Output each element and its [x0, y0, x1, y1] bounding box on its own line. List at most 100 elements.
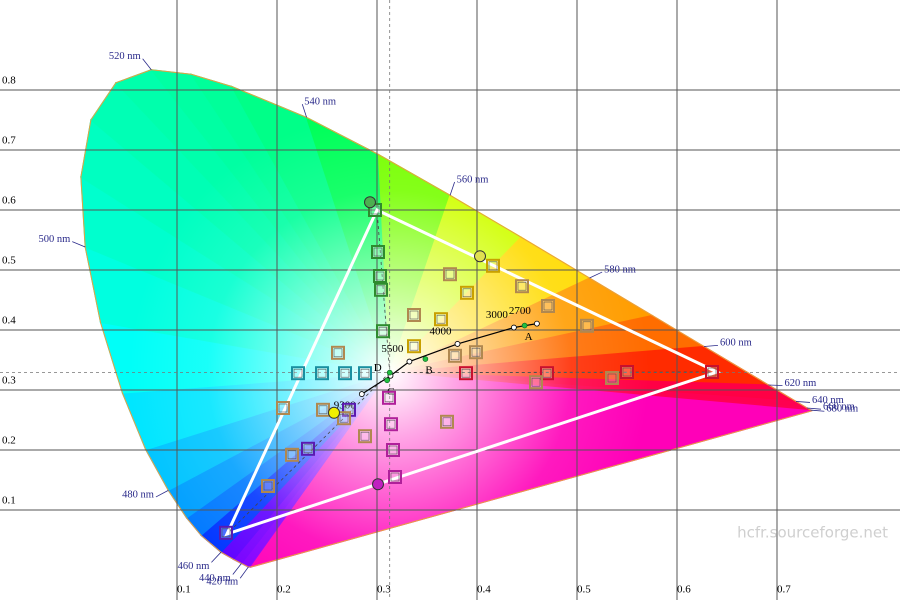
- measurement-inner: [409, 341, 419, 351]
- measurement-point: [460, 285, 474, 300]
- measurement-point: [541, 299, 555, 313]
- measurement-point: [515, 279, 529, 294]
- measurement-inner: [531, 377, 541, 387]
- y-tick-label: 0.4: [2, 315, 16, 327]
- watermark: hcfr.sourceforge.net: [737, 524, 888, 542]
- illuminant-point: [386, 369, 393, 376]
- measurement-point: [371, 245, 385, 259]
- measurement-inner: [461, 368, 471, 378]
- wavelength-label: 480 nm: [122, 489, 154, 500]
- x-tick-label: 0.4: [477, 584, 491, 596]
- measurement-inner: [517, 281, 527, 291]
- measurement-inner: [622, 367, 632, 377]
- x-tick-label: 0.5: [577, 584, 591, 596]
- wavelength-tick: [589, 271, 603, 279]
- cct-point: [406, 358, 413, 365]
- y-tick-label: 0.6: [2, 195, 16, 207]
- target-circle: [372, 478, 384, 491]
- illuminant-point: [422, 356, 429, 362]
- wavelength-tick: [155, 490, 169, 498]
- measurement-inner: [471, 347, 481, 357]
- wavelength-label: 440 nm: [199, 573, 231, 584]
- cct-label: 4000: [430, 325, 453, 337]
- cct-point: [511, 324, 517, 331]
- measurement-point: [620, 365, 634, 379]
- measurement-point: [529, 375, 543, 390]
- x-tick-label: 0.1: [177, 584, 191, 596]
- measurement-inner: [388, 445, 398, 455]
- measurement-inner: [340, 368, 350, 378]
- measurement-point: [486, 258, 500, 273]
- measurement-inner: [333, 348, 343, 358]
- cct-point: [454, 341, 461, 347]
- y-tick-label: 0.1: [2, 495, 16, 507]
- measurement-inner: [375, 271, 385, 281]
- wavelength-label: 600 nm: [720, 338, 752, 349]
- measurement-inner: [373, 247, 383, 257]
- wavelength-label: 580 nm: [604, 264, 636, 275]
- x-tick-label: 0.3: [377, 584, 391, 596]
- cct-label: 2700: [509, 305, 532, 317]
- wavelength-label: 500 nm: [38, 234, 70, 245]
- measurement-inner: [707, 367, 717, 377]
- measurement-point: [374, 282, 388, 297]
- measurement-inner: [436, 314, 446, 324]
- wavelength-tick: [806, 407, 821, 410]
- measurement-inner: [582, 321, 592, 331]
- target-circle: [364, 196, 376, 209]
- measurement-inner: [386, 419, 396, 429]
- wavelength-label: 520 nm: [109, 51, 141, 62]
- illuminant-point: [521, 322, 528, 329]
- cct-point: [358, 391, 365, 397]
- measurement-inner: [542, 368, 552, 378]
- y-tick-label: 0.3: [2, 375, 16, 387]
- measurement-point: [382, 390, 396, 405]
- cct-label: 3000: [486, 309, 509, 321]
- measurement-inner: [263, 481, 273, 491]
- measurement-inner: [607, 373, 617, 383]
- wavelength-tick: [239, 566, 249, 579]
- measurement-point: [373, 269, 387, 283]
- measurement-point: [358, 366, 372, 381]
- measurement-point: [459, 366, 473, 381]
- measurement-point: [291, 366, 305, 381]
- measurement-inner: [360, 431, 370, 441]
- measurement-inner: [287, 450, 297, 460]
- measurement-inner: [378, 326, 388, 336]
- measurement-point: [440, 414, 454, 429]
- wavelength-tick: [449, 181, 455, 196]
- wavelength-tick: [142, 58, 152, 70]
- measurement-point: [376, 324, 390, 339]
- target-circle: [328, 406, 340, 419]
- measurement-point: [285, 447, 299, 462]
- measurement-inner: [450, 351, 460, 361]
- x-tick-label: 0.2: [277, 584, 291, 596]
- measurement-point: [338, 366, 352, 381]
- measurement-inner: [390, 472, 400, 482]
- wavelength-label: 420 nm: [206, 577, 238, 588]
- measurement-point: [384, 417, 398, 432]
- measurement-point: [434, 312, 448, 327]
- measurement-point: [443, 267, 457, 282]
- measurement-inner: [339, 413, 349, 423]
- measurement-point: [331, 345, 345, 360]
- measurement-inner: [409, 310, 419, 320]
- measurement-point: [358, 429, 372, 444]
- measurement-inner: [303, 444, 313, 454]
- wavelength-label: 620 nm: [784, 378, 816, 389]
- x-tick-label: 0.7: [777, 584, 791, 596]
- measurement-inner: [221, 528, 231, 538]
- wavelength-tick: [703, 344, 718, 347]
- illuminant-point: [384, 377, 390, 384]
- wavelength-label: 680 nm: [826, 404, 858, 415]
- measurement-point: [219, 525, 233, 540]
- measurement-point: [469, 345, 483, 360]
- wavelength-tick: [301, 103, 307, 118]
- measurement-inner: [360, 368, 370, 378]
- target-circle: [474, 250, 486, 263]
- measurement-inner: [462, 288, 472, 298]
- measurement-point: [337, 411, 351, 426]
